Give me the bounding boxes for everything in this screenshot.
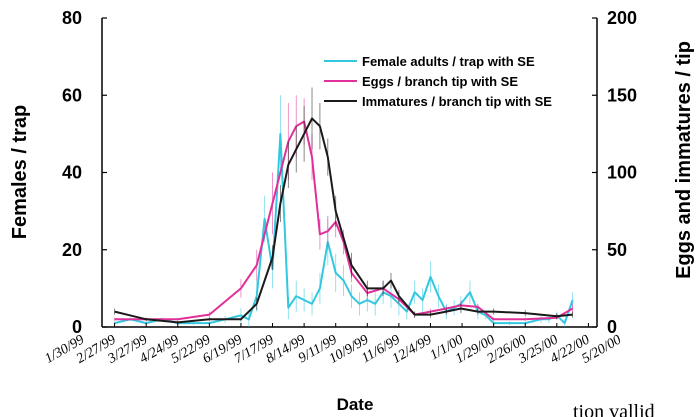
legend: Female adults / trap with SE Eggs / branc… <box>324 54 552 109</box>
series-line <box>114 132 574 325</box>
legend-label: Immatures / branch tip with SE <box>362 94 552 109</box>
y-tick-label-left: 40 <box>62 163 82 183</box>
series-line <box>114 120 574 321</box>
y-axis-right-title: Eggs and immatures / tip <box>673 41 695 279</box>
series-line <box>114 117 573 324</box>
legend-item: Eggs / branch tip with SE <box>324 74 518 89</box>
series-3 <box>114 87 574 324</box>
legend-label: Eggs / branch tip with SE <box>362 74 518 89</box>
legend-label: Female adults / trap with SE <box>362 54 535 69</box>
series-1 <box>114 95 574 327</box>
y-tick-label-left: 0 <box>72 317 82 337</box>
y-tick-label-left: 80 <box>62 8 82 28</box>
series-layer <box>114 87 574 327</box>
error-bars <box>114 95 574 327</box>
y-tick-label-right: 200 <box>607 8 637 28</box>
y-axis-left-title: Females / trap <box>9 105 31 240</box>
legend-item: Female adults / trap with SE <box>324 54 535 69</box>
y-tick-label-left: 60 <box>62 85 82 105</box>
y-tick-label-right: 100 <box>607 163 637 183</box>
bottom-cropped-text: tion vallid <box>573 401 655 417</box>
legend-item: Immatures / branch tip with SE <box>324 94 552 109</box>
y-tick-label-right: 0 <box>607 317 617 337</box>
x-axis-title: Date <box>337 395 374 414</box>
y-tick-label-left: 20 <box>62 240 82 260</box>
y-tick-label-right: 50 <box>607 240 627 260</box>
y-tick-label-right: 150 <box>607 85 637 105</box>
